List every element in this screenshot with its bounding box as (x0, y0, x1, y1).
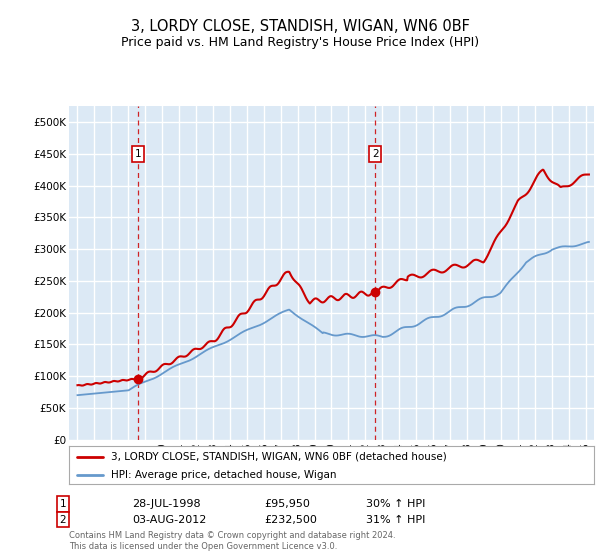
Text: Price paid vs. HM Land Registry's House Price Index (HPI): Price paid vs. HM Land Registry's House … (121, 36, 479, 49)
Text: £95,950: £95,950 (264, 499, 310, 509)
Text: 1: 1 (134, 149, 141, 159)
Text: 03-AUG-2012: 03-AUG-2012 (132, 515, 206, 525)
Text: £232,500: £232,500 (264, 515, 317, 525)
Text: 31% ↑ HPI: 31% ↑ HPI (366, 515, 425, 525)
Text: 1: 1 (59, 499, 67, 509)
Text: 30% ↑ HPI: 30% ↑ HPI (366, 499, 425, 509)
Text: 2: 2 (372, 149, 379, 159)
Text: 28-JUL-1998: 28-JUL-1998 (132, 499, 200, 509)
Text: This data is licensed under the Open Government Licence v3.0.: This data is licensed under the Open Gov… (69, 542, 337, 551)
Text: 2: 2 (59, 515, 67, 525)
Text: Contains HM Land Registry data © Crown copyright and database right 2024.: Contains HM Land Registry data © Crown c… (69, 531, 395, 540)
Text: 3, LORDY CLOSE, STANDISH, WIGAN, WN6 0BF (detached house): 3, LORDY CLOSE, STANDISH, WIGAN, WN6 0BF… (111, 452, 447, 462)
Text: HPI: Average price, detached house, Wigan: HPI: Average price, detached house, Wiga… (111, 470, 337, 480)
Text: 3, LORDY CLOSE, STANDISH, WIGAN, WN6 0BF: 3, LORDY CLOSE, STANDISH, WIGAN, WN6 0BF (131, 20, 469, 34)
